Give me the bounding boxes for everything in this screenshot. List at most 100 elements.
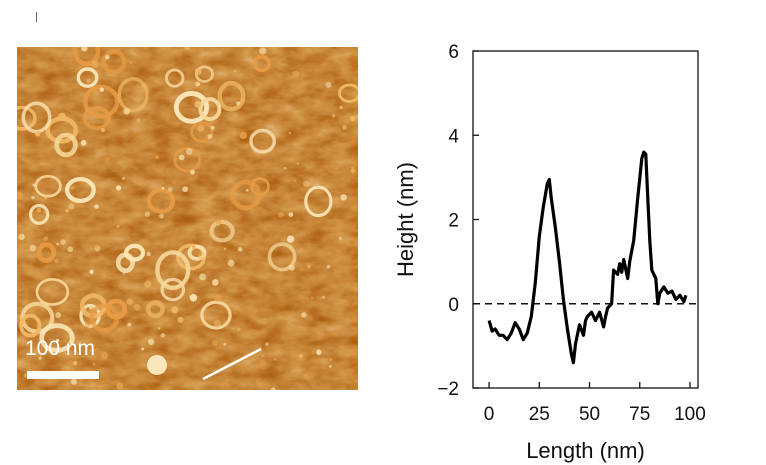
afm-particle [89,269,94,274]
x-tick-label: 75 [629,404,650,425]
afm-particle [32,183,36,187]
afm-ring [145,300,165,319]
afm-particle [122,271,126,275]
afm-bright-spot [147,355,167,375]
afm-particle [94,204,99,209]
afm-particle [17,192,24,200]
afm-ring [194,65,214,83]
afm-particle [160,333,166,338]
afm-particle [60,239,66,245]
afm-ring [82,106,111,131]
afm-particle [287,235,295,243]
afm-particle [94,244,99,249]
afm-particle [133,303,141,311]
afm-particle [23,373,28,378]
afm-particle [199,273,207,281]
afm-particle [283,166,287,170]
afm-particle [238,247,243,252]
afm-particle [273,357,277,361]
afm-particle [144,211,151,217]
afm-particle [214,294,222,302]
afm-particle [36,207,42,213]
afm-particle [81,47,88,52]
afm-particle [292,70,300,78]
afm-particle [86,78,91,83]
afm-particle [70,186,75,190]
y-tick-label: 6 [448,42,459,63]
afm-particle [351,166,355,170]
x-tick-label: 100 [674,404,706,425]
height-profile-chart: −2 0 2 4 6 0 25 50 75 100 Length (nm) Height (nm… [393,42,706,463]
afm-particle [350,115,356,122]
afm-particle [239,131,247,139]
afm-particle [172,180,177,185]
afm-particle [85,321,91,328]
x-tick-label: 50 [579,404,600,425]
afm-particle [58,112,66,121]
afm-ring [160,277,186,302]
afm-particle [55,338,60,343]
afm-particle [278,211,284,218]
afm-particle [182,186,189,193]
afm-ring [267,242,297,272]
afm-particle [80,140,87,146]
afm-particle [159,213,165,219]
y-axis-title: Height (nm) [393,162,418,277]
afm-ring [249,128,277,154]
afm-particle [303,180,310,187]
afm-particle [56,242,59,246]
afm-particle [91,60,99,68]
afm-particle [123,107,131,115]
afm-particle [245,188,249,192]
afm-height-image: 100 nm [17,47,358,390]
afm-ring [64,176,96,204]
afm-particle [329,358,333,361]
afm-ring [173,91,210,124]
afm-particle [116,185,122,191]
x-axis-ticks: 0 25 50 75 100 [484,382,706,425]
afm-particle [214,218,222,225]
afm-particle [54,258,59,264]
y-tick-label: 4 [448,126,459,147]
afm-particles [17,47,356,390]
afm-particle [338,236,342,240]
afm-particle [301,312,307,318]
x-axis-title: Length (nm) [526,438,645,463]
afm-ring [17,105,37,131]
afm-particle [161,186,165,190]
afm-particle [121,176,125,180]
afm-particle [66,343,72,348]
corner-tick-mark [36,12,37,22]
afm-ring [190,121,214,143]
afm-ring [36,242,57,264]
afm-particle [136,118,141,123]
y-tick-label: −2 [437,379,459,400]
afm-particle [99,87,105,92]
afm-particle [311,350,316,355]
afm-particle [177,316,184,323]
afm-ring [155,250,191,290]
profile-line [202,347,262,381]
afm-particle [226,378,229,382]
afm-particle [67,246,74,253]
afm-particle [44,196,47,200]
afm-particle [331,114,336,118]
afm-ring-structures [17,47,358,353]
afm-ring [187,244,207,261]
afm-particle [296,162,300,165]
afm-ring [252,54,271,73]
afm-ring [83,84,120,119]
afm-particle [288,212,294,217]
afm-particle [329,365,332,368]
afm-ring [76,67,99,88]
afm-ring [35,277,70,306]
afm-ring [173,146,201,173]
afm-particle [212,279,219,286]
afm-particle [89,306,93,310]
afm-particle [146,251,151,257]
afm-particle [158,327,161,330]
afm-particle [270,387,276,390]
afm-ring [217,80,246,112]
afm-particle [43,210,48,214]
afm-particle [307,264,311,269]
